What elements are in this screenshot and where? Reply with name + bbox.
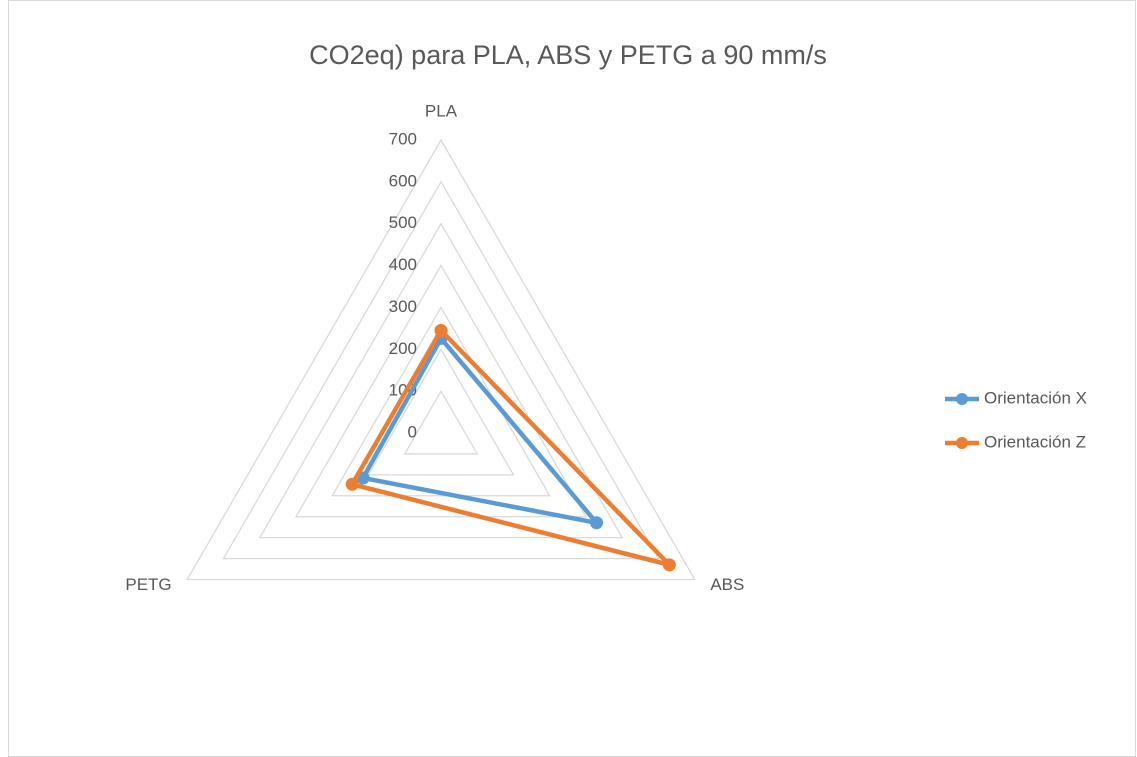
- category-label: ABS: [710, 575, 744, 594]
- series-marker: [345, 477, 359, 491]
- r-tick-label: 600: [389, 171, 417, 190]
- grid-ring: [403, 389, 479, 455]
- r-tick-label: 0: [408, 422, 417, 441]
- series-marker: [434, 323, 448, 337]
- legend-marker: [956, 393, 968, 405]
- chart-title: CO2eq) para PLA, ABS y PETG a 90 mm/s: [309, 40, 827, 70]
- series-line: [349, 328, 672, 568]
- series-line: [360, 336, 599, 526]
- legend-marker: [956, 437, 968, 449]
- category-label: PLA: [425, 101, 458, 120]
- series-marker: [662, 558, 676, 572]
- grid-ring: [186, 138, 696, 581]
- r-tick-label: 400: [389, 255, 417, 274]
- category-label: PETG: [125, 575, 171, 594]
- r-tick-label: 500: [389, 213, 417, 232]
- chart-area: [8, 0, 1136, 757]
- grid-ring: [258, 222, 624, 539]
- legend-label: Orientación X: [984, 388, 1087, 407]
- r-tick-label: 700: [389, 129, 417, 148]
- r-tick-label: 200: [389, 339, 417, 358]
- grid-ring: [294, 264, 588, 518]
- series-marker: [590, 516, 604, 530]
- r-tick-label: 300: [389, 297, 417, 316]
- grid-ring: [367, 347, 515, 476]
- grid-ring: [222, 180, 660, 560]
- legend-label: Orientación Z: [984, 432, 1086, 451]
